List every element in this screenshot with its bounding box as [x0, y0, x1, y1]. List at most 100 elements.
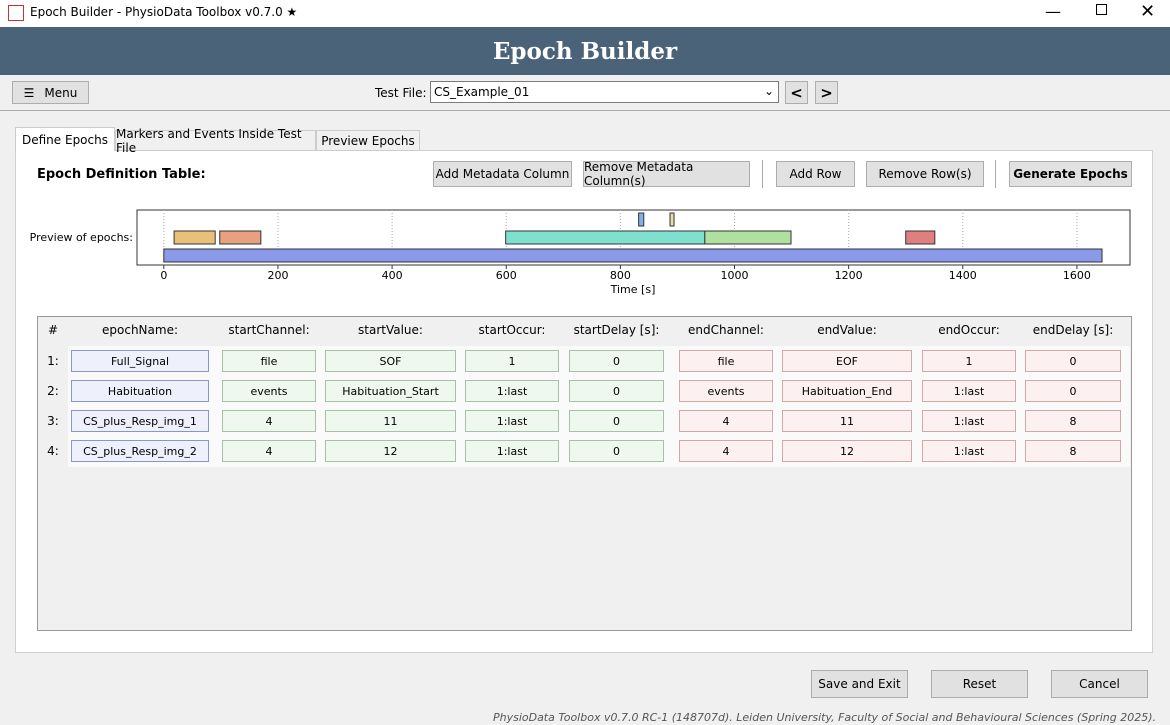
table-cell[interactable]: EOF — [782, 350, 912, 372]
column-header: # — [47, 323, 59, 337]
epoch-preview: Preview of epochs: Time [s] 0 200 400 600 80… — [30, 209, 1131, 296]
table-cell[interactable]: Habituation — [71, 380, 209, 402]
table-cell[interactable]: 1:last — [465, 440, 559, 462]
row-number: 4: — [47, 444, 59, 458]
panel-button[interactable]: Remove Metadata Column(s) — [583, 160, 750, 188]
table-cell[interactable]: events — [222, 380, 316, 402]
footer-button[interactable]: Save and Exit — [811, 670, 908, 698]
x-tick-label: 1000 — [721, 269, 749, 282]
x-tick-label: 600 — [496, 269, 517, 282]
test-file-label: Test File: — [375, 86, 427, 100]
separator — [995, 160, 996, 188]
window-title: Epoch Builder - PhysioData Toolbox v0.7.… — [30, 5, 298, 19]
table-cell[interactable]: 4 — [222, 440, 316, 462]
epoch-bar — [219, 230, 262, 245]
table-cell[interactable]: 0 — [569, 440, 664, 462]
row-number: 1: — [47, 354, 59, 368]
column-header: startDelay [s]: — [573, 323, 660, 337]
epoch-bar — [505, 230, 706, 245]
epoch-bar — [163, 248, 1103, 263]
toolbar: ☰ Menu Test File: CS_Example_01 ⌄ < > — [0, 75, 1170, 111]
column-header: endOccur: — [938, 323, 1000, 337]
table-cell[interactable]: 1:last — [465, 380, 559, 402]
column-header: endValue: — [817, 323, 877, 337]
next-button[interactable]: > — [815, 81, 838, 104]
table-cell[interactable]: file — [222, 350, 316, 372]
table-cell[interactable]: 8 — [1025, 410, 1121, 432]
menu-button[interactable]: ☰ Menu — [12, 81, 89, 104]
column-header: startChannel: — [228, 323, 310, 337]
column-header: startValue: — [358, 323, 423, 337]
epoch-bar — [173, 230, 216, 245]
table-cell[interactable]: 0 — [569, 410, 664, 432]
row-number: 3: — [47, 414, 59, 428]
column-header: startOccur: — [478, 323, 546, 337]
footer-button[interactable]: Cancel — [1051, 670, 1148, 698]
epoch-bar — [905, 230, 936, 245]
x-tick-label: 800 — [610, 269, 631, 282]
table-cell[interactable]: 4 — [679, 410, 773, 432]
x-axis-label: Time [s] — [610, 283, 656, 296]
column-header: endDelay [s]: — [1032, 323, 1114, 337]
table-cell[interactable]: 8 — [1025, 440, 1121, 462]
x-tick-label: 0 — [160, 269, 167, 282]
panel-button[interactable]: Add Row — [776, 161, 855, 187]
tab[interactable]: Define Epochs — [15, 127, 115, 151]
table-cell[interactable]: 1:last — [465, 410, 559, 432]
x-tick-label: 1200 — [835, 269, 863, 282]
table-cell[interactable]: 11 — [782, 410, 912, 432]
table-cell[interactable]: file — [679, 350, 773, 372]
epoch-bar — [669, 212, 675, 227]
table-cell[interactable]: 4 — [679, 440, 773, 462]
table-cell[interactable]: 4 — [222, 410, 316, 432]
separator — [762, 160, 763, 188]
tab[interactable]: Markers and Events Inside Test File — [115, 127, 316, 155]
header-title: Epoch Builder — [0, 27, 1170, 75]
title-bar: Epoch Builder - PhysioData Toolbox v0.7.… — [0, 0, 1170, 27]
table-cell[interactable]: 1 — [922, 350, 1016, 372]
test-file-combo[interactable]: CS_Example_01 ⌄ — [430, 81, 779, 103]
epoch-bar — [704, 230, 792, 245]
table-cell[interactable]: 12 — [782, 440, 912, 462]
panel-button[interactable]: Remove Row(s) — [866, 161, 984, 187]
table-cell[interactable]: 11 — [325, 410, 456, 432]
table-cell[interactable]: CS_plus_Resp_img_1 — [71, 410, 209, 432]
footer-text: PhysioData Toolbox v0.7.0 RC-1 (148707d)… — [492, 711, 1156, 724]
row-number: 2: — [47, 384, 59, 398]
x-tick-label: 1400 — [949, 269, 977, 282]
column-header: endChannel: — [688, 323, 764, 337]
column-header: epochName: — [102, 323, 178, 337]
x-tick-label: 400 — [382, 269, 403, 282]
tab[interactable]: Preview Epochs — [316, 130, 420, 151]
x-tick-label: 200 — [267, 269, 288, 282]
table-cell[interactable]: CS_plus_Resp_img_2 — [71, 440, 209, 462]
table-cell[interactable]: 0 — [569, 350, 664, 372]
table-cell[interactable]: Full_Signal — [71, 350, 209, 372]
prev-button[interactable]: < — [785, 81, 808, 104]
table-cell[interactable]: 1 — [465, 350, 559, 372]
table-cell[interactable]: 1:last — [922, 440, 1016, 462]
maximize[interactable] — [1096, 4, 1107, 15]
footer-button[interactable]: Reset — [931, 670, 1028, 698]
test-file-value: CS_Example_01 — [434, 85, 530, 99]
panel-title: Epoch Definition Table: — [37, 167, 206, 182]
panel-button[interactable]: Generate Epochs — [1009, 161, 1132, 187]
table-cell[interactable]: events — [679, 380, 773, 402]
panel-button[interactable]: Add Metadata Column — [433, 161, 572, 187]
table-cell[interactable]: 0 — [1025, 350, 1121, 372]
minimize[interactable]: — — [1045, 2, 1061, 21]
table-cell[interactable]: Habituation_End — [782, 380, 912, 402]
app-icon — [8, 5, 24, 21]
table-cell[interactable]: 1:last — [922, 410, 1016, 432]
table-cell[interactable]: Habituation_Start — [325, 380, 456, 402]
close[interactable]: ✕ — [1140, 1, 1156, 22]
table-cell[interactable]: 1:last — [922, 380, 1016, 402]
x-tick-label: 1600 — [1063, 269, 1091, 282]
table-cell[interactable]: 12 — [325, 440, 456, 462]
preview-label: Preview of epochs: — [30, 231, 133, 244]
table-cell[interactable]: 0 — [569, 380, 664, 402]
table-cell[interactable]: 0 — [1025, 380, 1121, 402]
epoch-bar — [638, 212, 645, 227]
table-cell[interactable]: SOF — [325, 350, 456, 372]
